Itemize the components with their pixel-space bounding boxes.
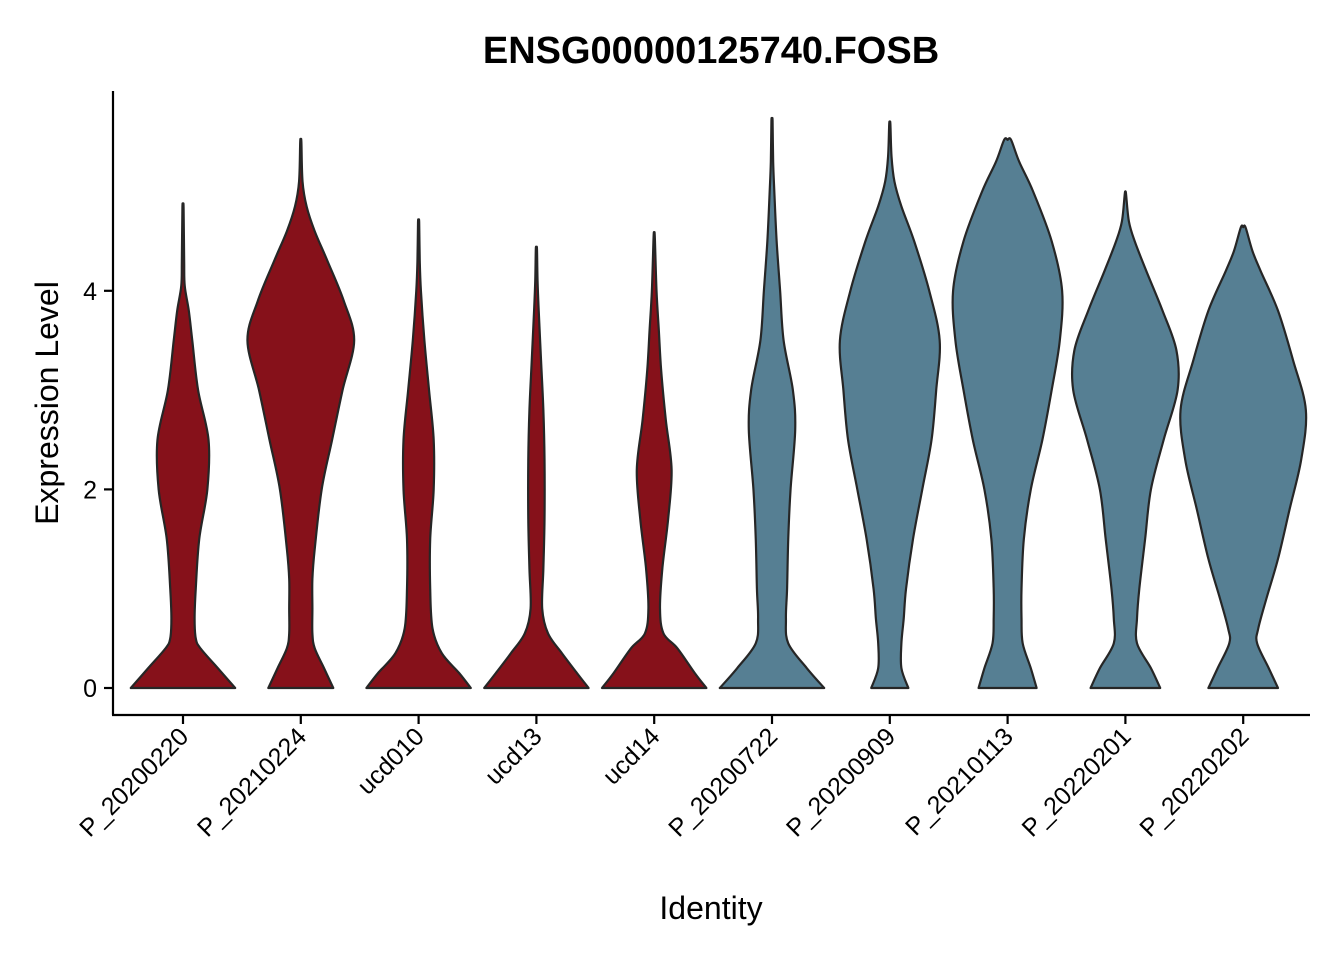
violin-P_20200722 bbox=[718, 116, 826, 690]
x-tick-label: P_20220201 bbox=[1017, 722, 1137, 842]
x-tick-label: P_20220202 bbox=[1134, 722, 1254, 842]
violin-P_20210224 bbox=[246, 137, 356, 690]
x-tick-label: ucd13 bbox=[480, 722, 548, 790]
x-tick-label: ucd010 bbox=[352, 722, 430, 800]
x-tick-label: P_20200220 bbox=[74, 722, 194, 842]
y-tick-label: 0 bbox=[83, 675, 97, 703]
violin-ucd13 bbox=[483, 245, 590, 690]
y-tick-label: 4 bbox=[83, 278, 97, 306]
violin-ucd010 bbox=[365, 218, 472, 690]
violin-P_20210113 bbox=[951, 137, 1064, 690]
violin-layer bbox=[129, 116, 1308, 690]
violin-P_20200909 bbox=[838, 120, 942, 690]
x-axis-label: Identity bbox=[659, 890, 762, 926]
y-tick-label: 2 bbox=[83, 476, 97, 504]
violin-P_20200220 bbox=[129, 202, 237, 690]
violin-P_20220201 bbox=[1070, 190, 1180, 690]
violin-P_20220202 bbox=[1179, 224, 1308, 690]
chart-title: ENSG00000125740.FOSB bbox=[483, 30, 939, 72]
y-axis-label: Expression Level bbox=[29, 281, 65, 525]
violin-ucd14 bbox=[600, 231, 708, 690]
x-tick-label: P_20200722 bbox=[663, 722, 783, 842]
x-tick-label: P_20210224 bbox=[192, 722, 312, 842]
x-tick-label: P_20200909 bbox=[781, 722, 901, 842]
y-axis-ticks: 0 2 4 bbox=[83, 278, 113, 703]
x-tick-label: ucd14 bbox=[597, 722, 665, 790]
x-tick-label: P_20210113 bbox=[900, 722, 1019, 841]
